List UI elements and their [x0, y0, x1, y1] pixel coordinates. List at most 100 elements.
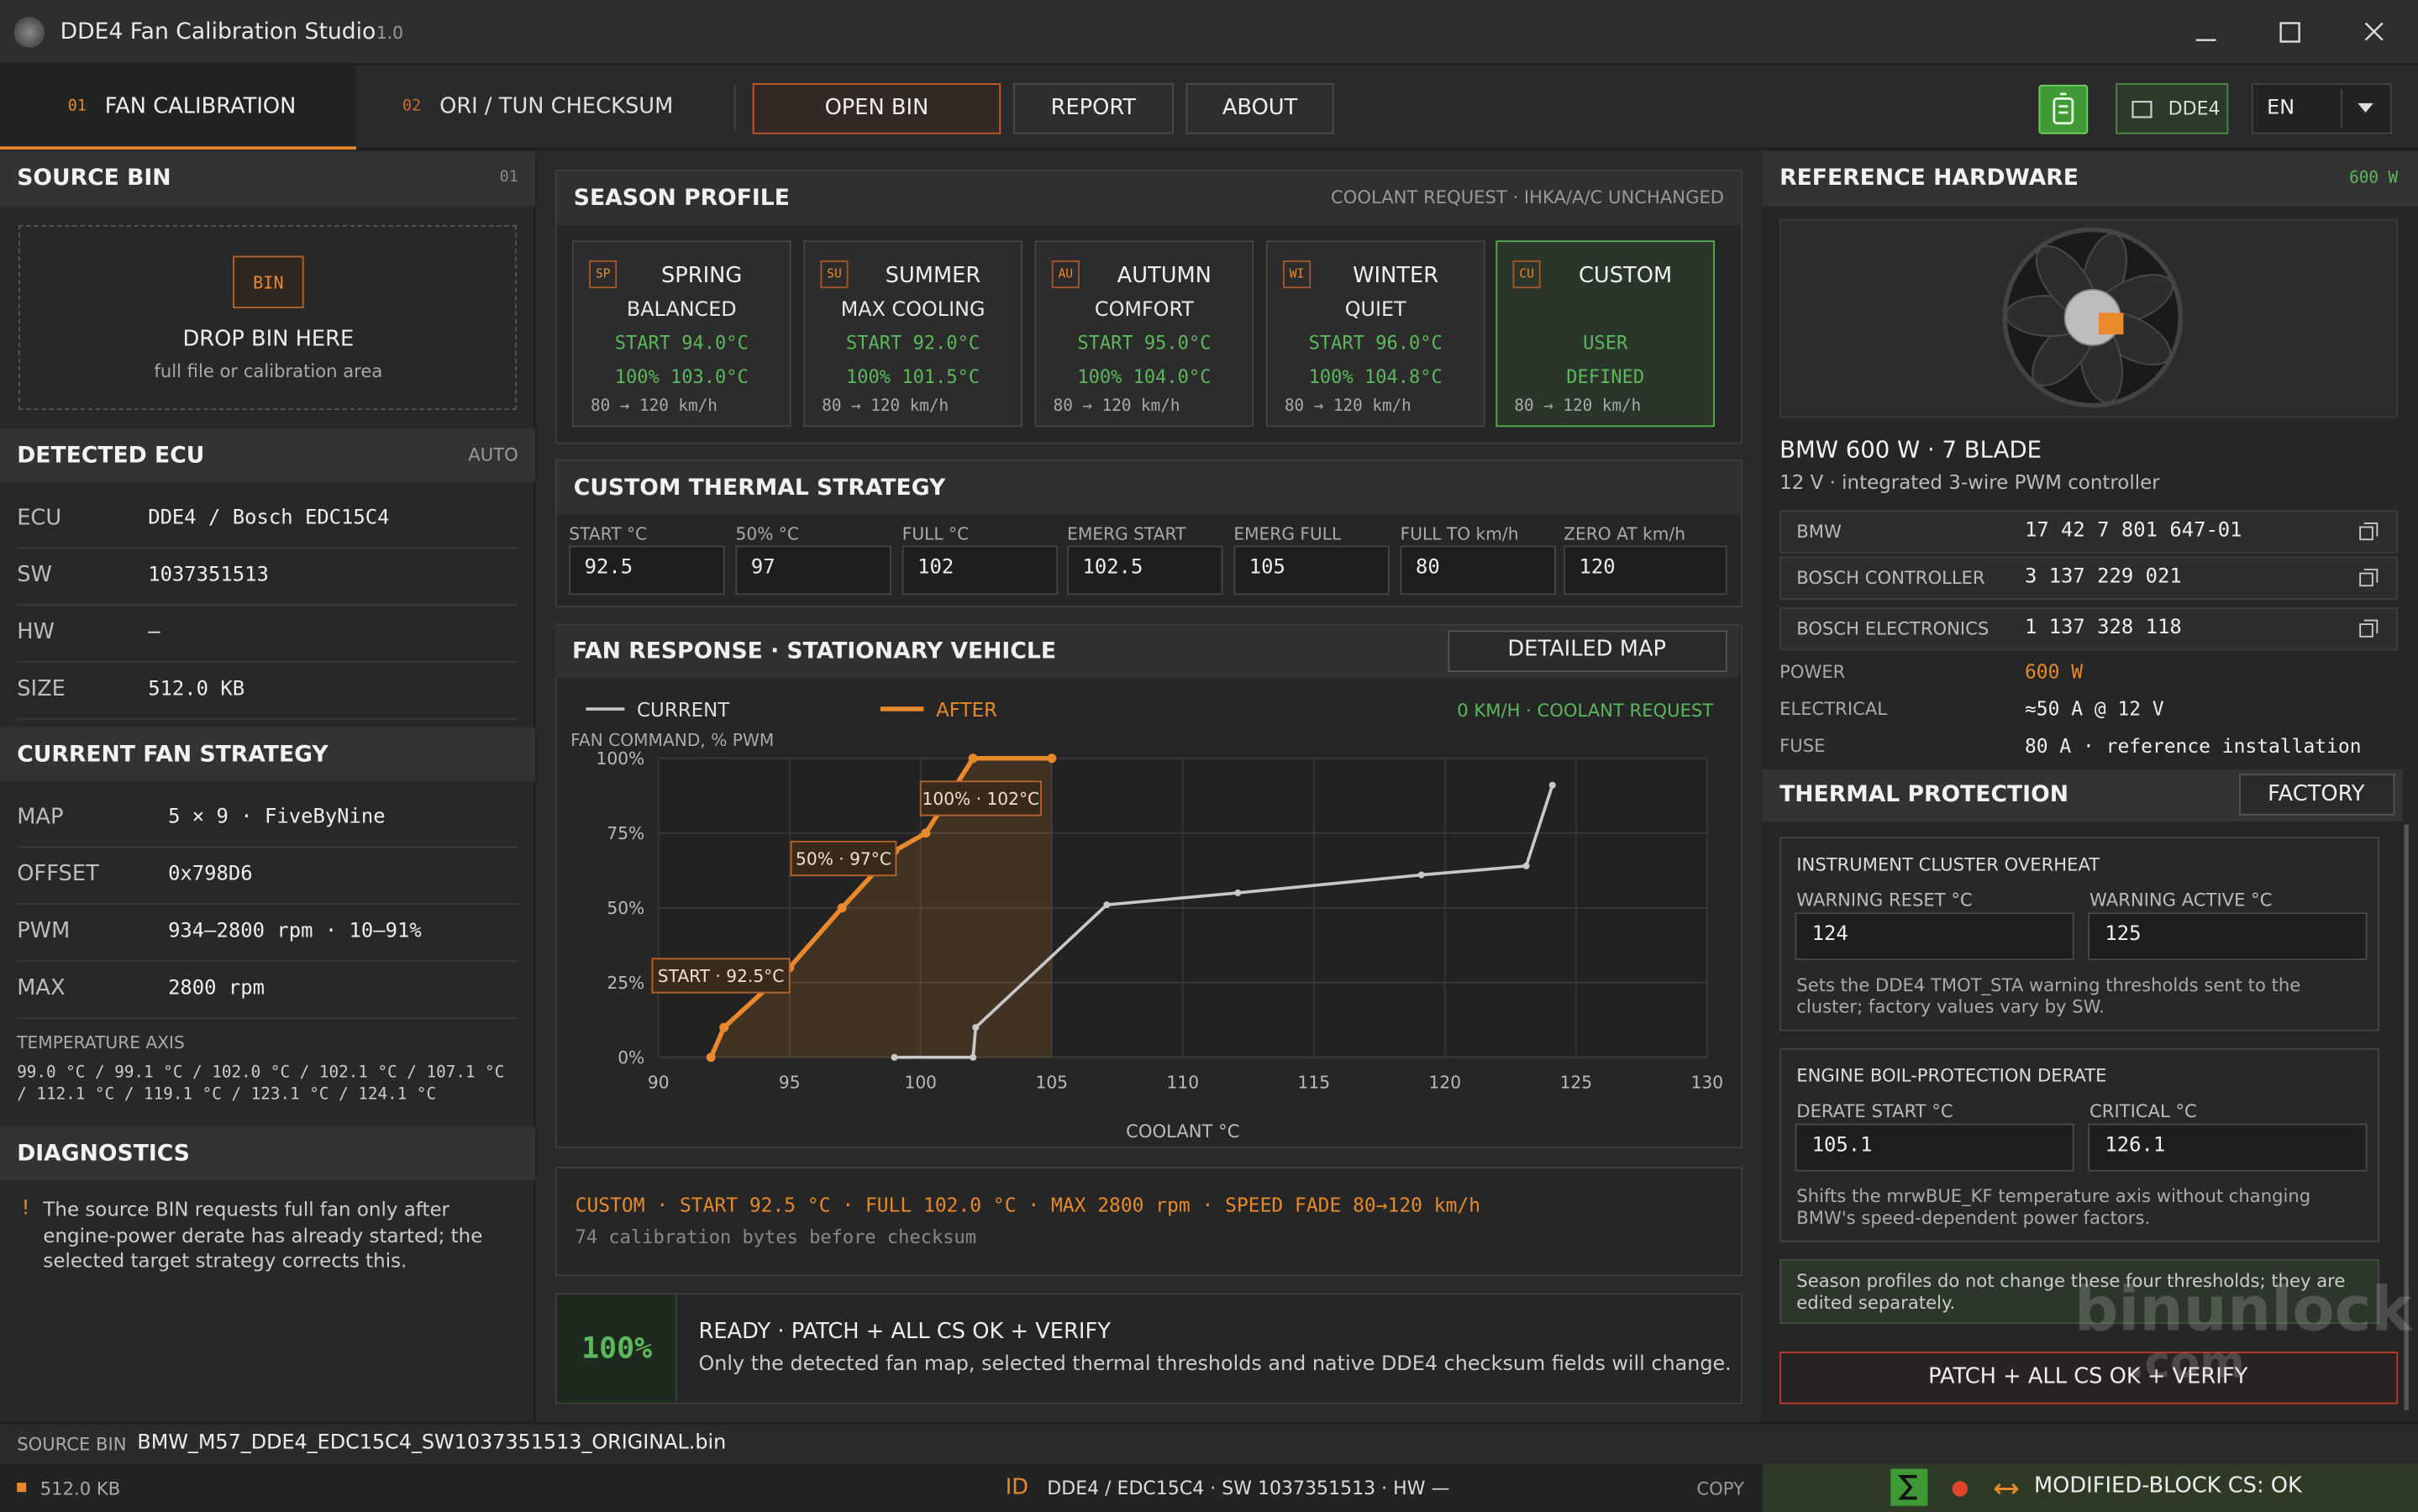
input-field[interactable] — [1795, 1123, 2074, 1172]
copy-button[interactable]: COPY — [1696, 1478, 1744, 1499]
season-start: USER — [1583, 332, 1628, 354]
season-card[interactable] — [803, 240, 1022, 428]
annotation: START · 92.5°C — [658, 966, 785, 986]
id-label: ID — [1005, 1475, 1029, 1500]
status-icons — [1890, 1468, 2019, 1506]
panel-title: DIAGNOSTICS — [17, 1141, 190, 1166]
field-label: FULL °C — [901, 524, 970, 544]
drop-zone[interactable] — [18, 224, 517, 411]
version: 1.0 — [376, 23, 403, 44]
x-tick-label: 125 — [1560, 1072, 1593, 1092]
legend-label: AFTER — [936, 700, 997, 722]
button[interactable] — [2239, 774, 2395, 816]
input-field[interactable] — [2088, 912, 2368, 961]
data-point — [837, 903, 847, 913]
spec-label: FUSE — [1779, 734, 1826, 757]
input-field[interactable] — [569, 545, 725, 596]
info-box — [1779, 1259, 2380, 1325]
panel-header — [0, 150, 535, 207]
data-point — [706, 1053, 716, 1063]
season-start: START 92.0°C — [846, 332, 980, 354]
season-card[interactable] — [1495, 240, 1716, 428]
field-value: 102.5 — [1082, 556, 1143, 580]
input-field[interactable] — [901, 545, 1059, 596]
season-name: CUSTOM — [1578, 264, 1673, 289]
input-field[interactable] — [735, 545, 891, 596]
row-value: 0x798D6 — [168, 863, 253, 886]
x-tick-label: 130 — [1691, 1072, 1724, 1092]
ready-message: Only the detected fan map, selected ther… — [698, 1352, 1732, 1377]
toolbar-button[interactable] — [752, 83, 1001, 134]
panel-title: SEASON PROFILE — [573, 185, 790, 211]
button-label[interactable]: REPORT — [1050, 96, 1137, 121]
input-field[interactable] — [1795, 912, 2074, 961]
tab[interactable] — [0, 66, 356, 150]
fan-response-chart: CURRENT AFTER 0 KM/H · COOLANT REQUEST FAN … — [570, 700, 1724, 1142]
season-card[interactable] — [571, 240, 791, 428]
season-speed: 80 → 120 km/h — [1514, 396, 1642, 416]
input-field[interactable] — [2088, 1123, 2368, 1172]
button-label[interactable]: PATCH + ALL CS OK + VERIFY — [1928, 1364, 2248, 1389]
season-name: AUTUMN — [1117, 264, 1212, 289]
field-label: ZERO AT km/h — [1564, 524, 1686, 544]
season-code-box — [1512, 260, 1541, 289]
input-field[interactable] — [1233, 545, 1390, 596]
copy-icon — [2359, 619, 2379, 638]
ecu-chip[interactable] — [2116, 83, 2229, 134]
season-code-box — [820, 260, 849, 289]
dropdown-arrow — [2358, 102, 2373, 113]
season-card[interactable] — [1034, 240, 1254, 428]
field-label: CRITICAL °C — [2089, 1100, 2197, 1122]
group-note: Shifts the mrwBUE_KF temperature axis wi… — [1796, 1185, 2311, 1229]
row-divider — [17, 960, 518, 962]
copy-glyph — [2359, 526, 2373, 541]
input-field[interactable] — [1067, 545, 1223, 596]
season-card[interactable] — [1265, 240, 1485, 428]
button[interactable] — [1448, 630, 1727, 672]
field-value: 80 — [1415, 556, 1440, 580]
spec-label: ELECTRICAL — [1779, 697, 1888, 720]
annotation-box — [651, 958, 791, 994]
panel-header — [0, 727, 535, 782]
copy-glyph — [2363, 619, 2379, 634]
fan-connector — [2099, 312, 2124, 335]
season-start: START 96.0°C — [1308, 332, 1443, 354]
toolbar-button[interactable] — [1012, 83, 1174, 134]
part-row — [1779, 510, 2399, 554]
button-label[interactable]: DETAILED MAP — [1507, 637, 1667, 662]
button-label[interactable]: OPEN BIN — [824, 96, 929, 121]
patch-button[interactable] — [1779, 1352, 2399, 1404]
panel-header — [556, 460, 1742, 515]
row-value: — — [148, 621, 160, 644]
input-field[interactable] — [1564, 545, 1727, 596]
left-panel — [0, 150, 535, 1423]
language-label: EN — [2267, 97, 2295, 120]
spec-label: POWER — [1779, 660, 1846, 683]
season-code-box — [1051, 260, 1080, 289]
panel-title: SOURCE BIN — [17, 166, 171, 192]
input-field[interactable] — [1400, 545, 1556, 596]
button-label[interactable]: FACTORY — [2268, 781, 2365, 807]
group-note: Sets the DDE4 TMOT_STA warning threshold… — [1796, 974, 2301, 1018]
x-tick-label: 100 — [905, 1072, 938, 1092]
season-mode: QUIET — [1344, 298, 1406, 323]
data-point — [1417, 871, 1425, 879]
part-label: BMW — [1796, 520, 1842, 543]
scrollbar — [2404, 824, 2409, 1410]
y-tick-label: 0% — [618, 1047, 644, 1068]
drop-hint: full file or calibration area — [154, 360, 383, 382]
season-mode: BALANCED — [626, 298, 737, 323]
tab-label[interactable]: ORI / TUN CHECKSUM — [439, 94, 674, 119]
button-label[interactable]: ABOUT — [1222, 96, 1298, 121]
chip — [2132, 100, 2153, 118]
ecu-chip-label: DDE4 — [2168, 97, 2221, 120]
y-axis-title: FAN COMMAND, % PWM — [570, 730, 774, 750]
summary-detail: 74 calibration bytes before checksum — [575, 1226, 977, 1248]
panel-title: THERMAL PROTECTION — [1779, 782, 2068, 808]
y-tick-label: 100% — [597, 748, 645, 769]
tab-label[interactable]: FAN CALIBRATION — [104, 94, 297, 119]
toolbar-button[interactable] — [1185, 83, 1334, 134]
x-tick-label: 95 — [779, 1072, 801, 1092]
panel-header — [0, 428, 535, 483]
